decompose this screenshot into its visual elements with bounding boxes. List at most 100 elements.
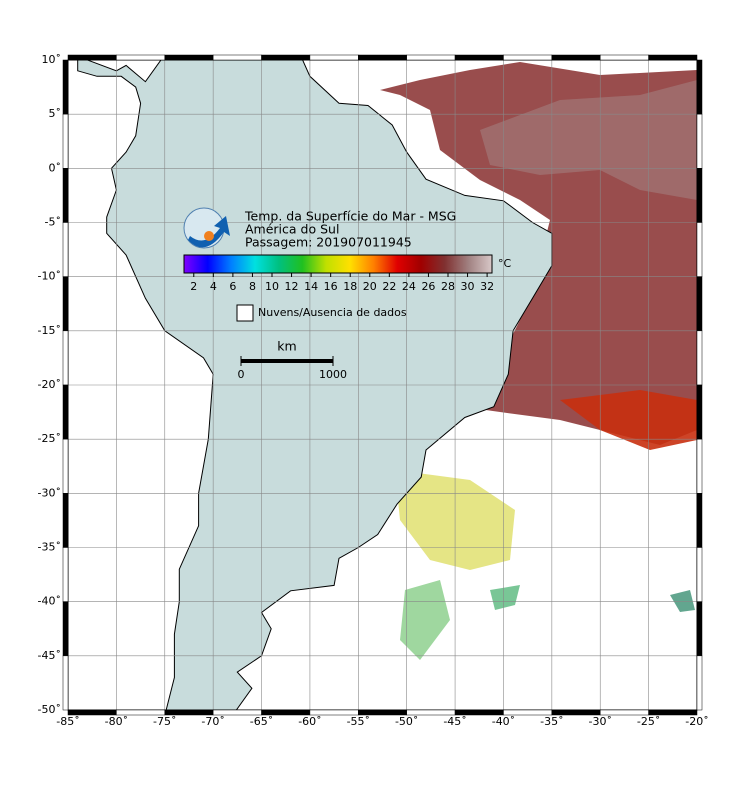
y-tick-label: -20˚: [38, 378, 61, 391]
frame-segment: [406, 54, 456, 61]
colorbar-tick-label: 20: [363, 280, 377, 293]
scale-unit: km: [277, 339, 296, 354]
frame-segment: [599, 54, 649, 61]
colorbar-tick-label: 28: [441, 280, 455, 293]
logo-sun: [204, 231, 214, 241]
title: Temp. da Superfície do Mar - MSG: [244, 209, 456, 224]
x-tick-label: -65˚: [250, 715, 273, 728]
frame-segment: [648, 709, 698, 716]
frame-segment: [62, 655, 69, 711]
x-tick-label: -40˚: [492, 715, 515, 728]
legend-swatch: [236, 304, 254, 322]
colorbar-tick-label: 8: [249, 280, 256, 293]
x-tick-label: -60˚: [298, 715, 321, 728]
y-tick-label: -45˚: [38, 649, 61, 662]
sst-green-area: [670, 590, 695, 612]
logo-arrow: [188, 216, 230, 248]
sst-red-area: [560, 390, 697, 450]
y-tick-label: -35˚: [38, 541, 61, 554]
frame-segment: [696, 547, 703, 602]
frame-segment: [696, 59, 703, 115]
frame-segment: [62, 168, 69, 223]
x-tick-label: -25˚: [637, 715, 660, 728]
frame-segment: [62, 438, 69, 494]
colorbar-tick-label: 10: [265, 280, 279, 293]
sst-hot-area: [480, 80, 697, 200]
frame-segment: [503, 54, 553, 61]
frame-segment: [62, 276, 69, 332]
colorbar-tick-label: 32: [480, 280, 494, 293]
frame-segment: [62, 330, 69, 386]
y-tick-label: -50˚: [38, 703, 61, 716]
colorbar-tick-label: 22: [382, 280, 396, 293]
frame-segment: [62, 222, 69, 277]
x-tick-label: -85˚: [56, 715, 79, 728]
frame-segment: [212, 54, 262, 61]
x-tick-label: -55˚: [347, 715, 370, 728]
y-tick-label: 10˚: [42, 53, 62, 66]
scale-label: 1000: [319, 368, 347, 381]
frame-segment: [696, 438, 703, 494]
colorbar-tick-label: 18: [343, 280, 357, 293]
frame-segment: [62, 601, 69, 657]
frame-segment: [67, 54, 117, 61]
x-tick-label: -50˚: [395, 715, 418, 728]
colorbar-tick-label: 30: [461, 280, 475, 293]
y-tick-label: 5˚: [49, 107, 62, 120]
colorbar-tick-label: 2: [190, 280, 197, 293]
frame-segment: [62, 493, 69, 548]
scale-label: 0: [238, 368, 245, 381]
y-tick-label: -10˚: [38, 270, 61, 283]
x-tick-label: -30˚: [588, 715, 611, 728]
y-tick-label: -25˚: [38, 432, 61, 445]
x-tick-label: -70˚: [201, 715, 224, 728]
frame-segment: [62, 113, 69, 169]
frame-segment: [696, 493, 703, 548]
x-tick-label: -45˚: [443, 715, 466, 728]
colorbar-tick-label: 24: [402, 280, 416, 293]
frame-segment: [454, 54, 504, 61]
frame-segment: [696, 655, 703, 711]
frame-segment: [648, 54, 698, 61]
frame-segment: [358, 54, 407, 61]
frame-segment: [62, 384, 69, 440]
frame-segment: [696, 168, 703, 223]
y-tick-label: 0˚: [49, 161, 62, 174]
colorbar-tick-label: 6: [229, 280, 236, 293]
frame-segment: [309, 54, 359, 61]
legend-label: Nuvens/Ausencia de dados: [258, 306, 407, 319]
colorbar-tick-label: 26: [421, 280, 435, 293]
frame-segment: [551, 54, 601, 61]
frame-segment: [696, 384, 703, 440]
y-tick-label: -40˚: [38, 595, 61, 608]
frame-segment: [696, 222, 703, 277]
frame-segment: [696, 113, 703, 169]
frame-segment: [261, 54, 311, 61]
colorbar-tick-label: 14: [304, 280, 318, 293]
sst-green-area: [400, 580, 450, 660]
frame-segment: [696, 330, 703, 386]
colorbar: [183, 254, 493, 274]
region: América do Sul: [245, 222, 339, 237]
y-tick-label: -15˚: [38, 324, 61, 337]
frame-segment: [116, 54, 166, 61]
sst-green-area: [490, 585, 520, 610]
scale-bar: [241, 359, 333, 363]
y-tick-label: -5˚: [45, 216, 61, 229]
y-tick-label: -30˚: [38, 486, 61, 499]
frame-segment: [62, 547, 69, 602]
colorbar-tick-label: 4: [210, 280, 217, 293]
colorbar-tick-label: 16: [324, 280, 338, 293]
x-tick-label: -35˚: [540, 715, 563, 728]
colorbar-tick-label: 12: [285, 280, 299, 293]
x-tick-label: -80˚: [105, 715, 128, 728]
pass-time: Passagem: 201907011945: [245, 235, 412, 250]
frame-segment: [62, 59, 69, 115]
frame-segment: [696, 276, 703, 332]
x-tick-label: -75˚: [153, 715, 176, 728]
frame-segment: [164, 54, 214, 61]
colorbar-unit: °C: [498, 257, 512, 270]
logo: [183, 207, 230, 249]
x-tick-label: -20˚: [685, 715, 708, 728]
